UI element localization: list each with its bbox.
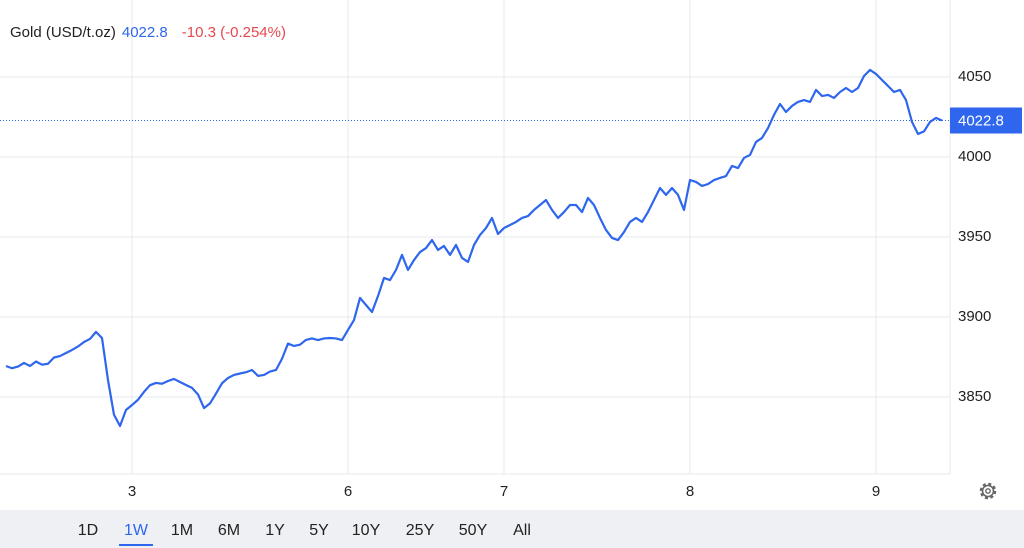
x-tick-label: 7 — [500, 483, 508, 500]
range-button[interactable]: All — [513, 522, 531, 539]
y-tick-label: 4000 — [958, 148, 991, 165]
y-tick-label: 3850 — [958, 388, 991, 405]
grid — [0, 0, 950, 474]
price: 4022.8 — [122, 24, 168, 41]
x-tick-label: 9 — [872, 483, 880, 500]
y-tick-label: 4050 — [958, 68, 991, 85]
range-button[interactable]: 6M — [218, 522, 240, 539]
range-button[interactable]: 25Y — [406, 522, 435, 539]
settings-icon[interactable] — [979, 482, 997, 500]
range-button[interactable]: 1W — [124, 522, 149, 539]
header: Gold (USD/t.oz) 4022.8 -10.3 (-0.254%) — [10, 24, 286, 41]
x-tick-label: 3 — [128, 483, 136, 500]
plot — [0, 68, 950, 428]
y-tick-label: 3950 — [958, 228, 991, 245]
range-button[interactable]: 5Y — [309, 522, 329, 539]
y-tick-label: 3900 — [958, 308, 991, 325]
range-button[interactable]: 50Y — [459, 522, 488, 539]
last-price-badge — [950, 107, 1022, 134]
range-button[interactable]: 1M — [171, 522, 193, 539]
price-line — [5, 68, 943, 428]
range-button[interactable]: 1Y — [265, 522, 285, 539]
last-price-label: 4022.8 — [958, 112, 1004, 129]
range-toolbar: 1D 1W 1M 6M 1Y 5Y 10Y 25Y 50Y All — [78, 522, 531, 546]
change: -10.3 (-0.254%) — [182, 24, 286, 41]
toolbar-bg — [0, 510, 1024, 548]
range-button[interactable]: 1D — [78, 522, 98, 539]
x-tick-label: 6 — [344, 483, 352, 500]
title: Gold (USD/t.oz) — [10, 24, 116, 41]
range-button[interactable]: 10Y — [352, 522, 381, 539]
x-tick-label: 8 — [686, 483, 694, 500]
